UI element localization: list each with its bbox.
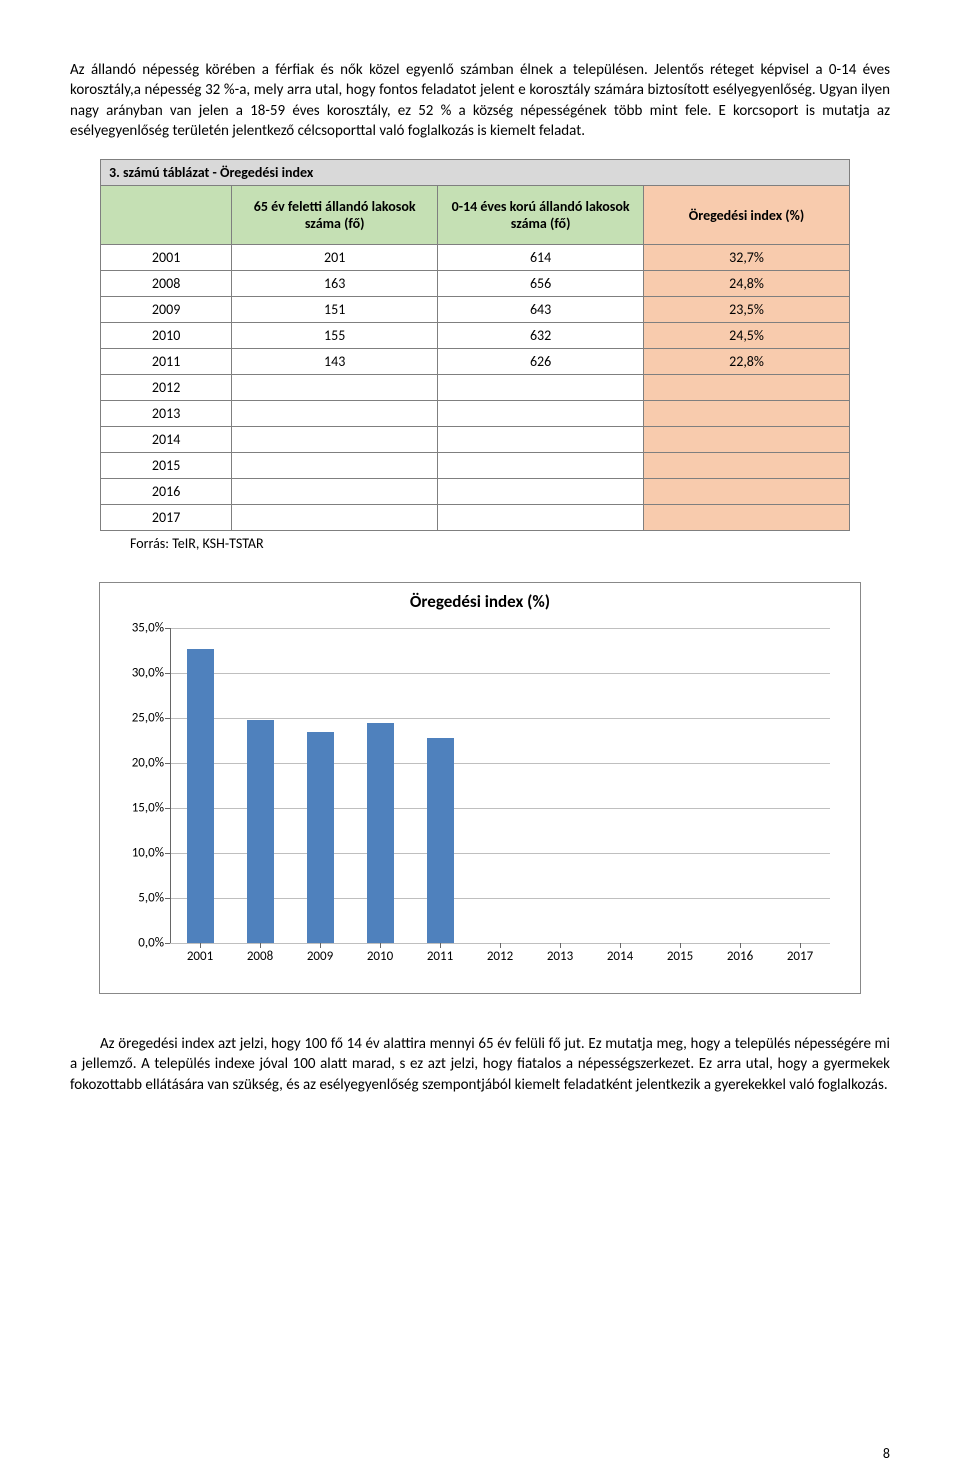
x-axis-label: 2009 [307, 943, 333, 964]
cell-0-14 [438, 505, 644, 531]
cell-year: 2009 [101, 297, 232, 323]
cell-65plus: 151 [232, 297, 438, 323]
grid-line [170, 628, 830, 629]
y-axis-label: 0,0% [138, 936, 170, 951]
chart-bar [307, 732, 334, 944]
cell-index: 24,8% [644, 271, 850, 297]
grid-line [170, 673, 830, 674]
intro-paragraph: Az állandó népesség körében a férfiak és… [70, 60, 890, 141]
aging-index-chart: Öregedési index (%) 0,0% 5,0% 10,0% 15,0% 20… [99, 582, 861, 994]
cell-0-14: 656 [438, 271, 644, 297]
table-row: 2017 [101, 505, 850, 531]
aging-index-table-wrap: 3. számú táblázat - Öregedési index 65 é… [100, 159, 890, 531]
x-axis-label: 2011 [427, 943, 453, 964]
cell-0-14 [438, 479, 644, 505]
y-axis-label: 30,0% [132, 666, 170, 681]
page-number: 8 [883, 1445, 890, 1462]
cell-65plus [232, 479, 438, 505]
cell-index [644, 453, 850, 479]
table-row: 200120161432,7% [101, 245, 850, 271]
cell-65plus: 201 [232, 245, 438, 271]
x-axis-label: 2001 [187, 943, 213, 964]
cell-index [644, 375, 850, 401]
cell-0-14 [438, 453, 644, 479]
cell-65plus [232, 401, 438, 427]
aging-index-table: 3. számú táblázat - Öregedési index 65 é… [100, 159, 850, 531]
table-header-blank [101, 186, 232, 245]
cell-year: 2012 [101, 375, 232, 401]
cell-year: 2016 [101, 479, 232, 505]
table-header-0-14: 0-14 éves korú állandó lakosok száma (fő… [438, 186, 644, 245]
cell-65plus [232, 505, 438, 531]
y-axis-label: 10,0% [132, 846, 170, 861]
cell-year: 2013 [101, 401, 232, 427]
table-row: 201015563224,5% [101, 323, 850, 349]
explanation-paragraph: Az öregedési index azt jelzi, hogy 100 f… [70, 1034, 890, 1095]
cell-65plus [232, 453, 438, 479]
y-axis-label: 25,0% [132, 711, 170, 726]
cell-65plus: 143 [232, 349, 438, 375]
cell-0-14 [438, 401, 644, 427]
x-axis-label: 2015 [667, 943, 693, 964]
x-axis-label: 2013 [547, 943, 573, 964]
cell-index [644, 427, 850, 453]
table-row: 201114362622,8% [101, 349, 850, 375]
cell-year: 2011 [101, 349, 232, 375]
table-row: 2014 [101, 427, 850, 453]
table-header-index: Öregedési index (%) [644, 186, 850, 245]
table-header-65plus: 65 év feletti állandó lakosok száma (fő) [232, 186, 438, 245]
cell-index: 32,7% [644, 245, 850, 271]
table-row: 2012 [101, 375, 850, 401]
chart-bar [247, 720, 274, 943]
y-axis-label: 20,0% [132, 756, 170, 771]
table-row: 200915164323,5% [101, 297, 850, 323]
y-axis-label: 15,0% [132, 801, 170, 816]
y-axis-label: 35,0% [132, 621, 170, 636]
table-row: 200816365624,8% [101, 271, 850, 297]
cell-index [644, 401, 850, 427]
x-axis-label: 2012 [487, 943, 513, 964]
cell-year: 2001 [101, 245, 232, 271]
x-axis-label: 2016 [727, 943, 753, 964]
cell-index: 22,8% [644, 349, 850, 375]
cell-year: 2010 [101, 323, 232, 349]
table-title: 3. számú táblázat - Öregedési index [101, 160, 850, 186]
x-axis-label: 2008 [247, 943, 273, 964]
cell-65plus [232, 375, 438, 401]
cell-year: 2015 [101, 453, 232, 479]
table-row: 2013 [101, 401, 850, 427]
chart-bar [367, 723, 394, 944]
cell-0-14 [438, 375, 644, 401]
cell-0-14: 626 [438, 349, 644, 375]
x-axis-label: 2017 [787, 943, 813, 964]
cell-0-14: 643 [438, 297, 644, 323]
cell-65plus [232, 427, 438, 453]
table-source: Forrás: TeIR, KSH-TSTAR [130, 535, 890, 552]
cell-65plus: 155 [232, 323, 438, 349]
cell-year: 2014 [101, 427, 232, 453]
cell-index: 24,5% [644, 323, 850, 349]
cell-0-14: 614 [438, 245, 644, 271]
chart-title: Öregedési index (%) [100, 583, 860, 612]
x-axis-label: 2010 [367, 943, 393, 964]
cell-65plus: 163 [232, 271, 438, 297]
chart-bar [427, 738, 454, 943]
cell-year: 2017 [101, 505, 232, 531]
chart-bar [187, 649, 214, 943]
cell-index [644, 479, 850, 505]
cell-index: 23,5% [644, 297, 850, 323]
cell-0-14 [438, 427, 644, 453]
cell-0-14: 632 [438, 323, 644, 349]
y-axis-label: 5,0% [138, 891, 170, 906]
table-row: 2016 [101, 479, 850, 505]
cell-year: 2008 [101, 271, 232, 297]
cell-index [644, 505, 850, 531]
y-axis [170, 628, 171, 943]
table-row: 2015 [101, 453, 850, 479]
x-axis-label: 2014 [607, 943, 633, 964]
